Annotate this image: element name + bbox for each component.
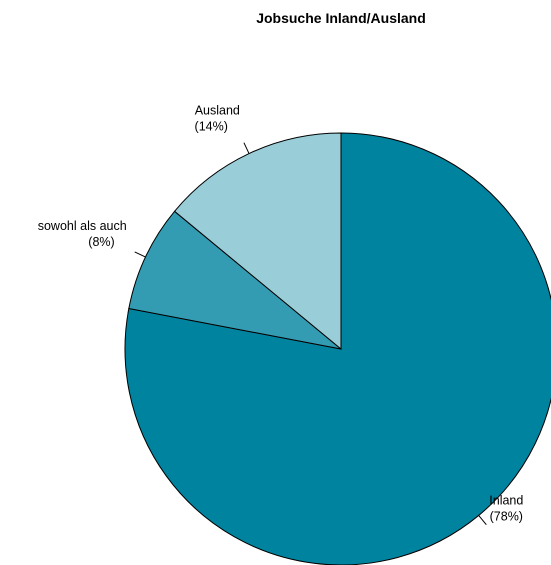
slice-label: Ausland <box>195 104 240 118</box>
slice-label: sowohl als auch <box>38 219 127 233</box>
slice-label: Inland <box>489 494 523 508</box>
leader-line <box>134 251 146 258</box>
slice-percent-label: (78%) <box>490 510 523 524</box>
slice-percent-label: (8%) <box>88 235 114 249</box>
pie-slice-inland <box>124 132 551 565</box>
slice-percent-label: (14%) <box>195 120 228 134</box>
leader-line <box>243 142 250 154</box>
leader-line <box>478 515 487 525</box>
chart-title: Jobsuche Inland/Ausland <box>256 10 426 26</box>
slice-labels: Inland (78%) sowohl als auch (8%) Ausland (14… <box>38 104 524 524</box>
pie-slice-sowohl-als-auch <box>128 210 342 350</box>
pie-slices <box>124 132 551 565</box>
label-leaders <box>134 142 487 525</box>
